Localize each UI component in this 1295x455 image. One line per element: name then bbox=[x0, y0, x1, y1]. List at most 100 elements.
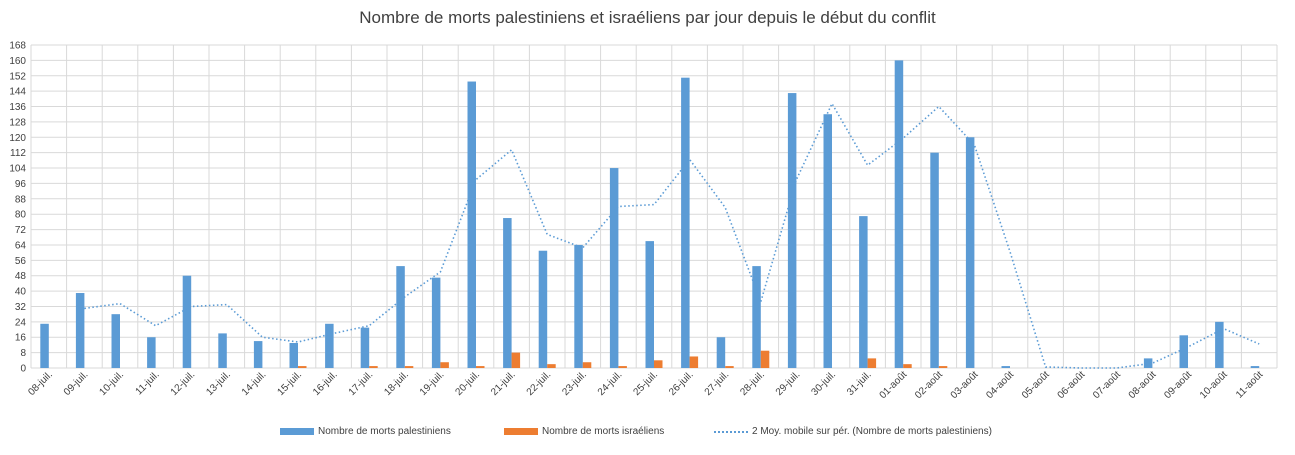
x-tick-label: 28-juil. bbox=[738, 369, 767, 398]
y-tick-label: 24 bbox=[15, 317, 27, 328]
bar-palestiniens bbox=[574, 244, 583, 368]
x-tick-label: 16-juil. bbox=[311, 369, 340, 398]
bar-palestiniens bbox=[182, 275, 192, 368]
bar-palestiniens bbox=[289, 343, 298, 368]
x-tick-label: 08-juil. bbox=[26, 369, 55, 398]
bar-israeliens bbox=[938, 366, 948, 368]
legend-swatch-moyenne-mobile bbox=[714, 430, 748, 433]
bar-israeliens bbox=[654, 360, 663, 368]
bar-palestiniens bbox=[716, 337, 726, 368]
bar-palestiniens bbox=[1250, 366, 1260, 368]
bar-palestiniens bbox=[823, 114, 832, 368]
bar-palestiniens bbox=[1179, 335, 1188, 368]
bar-palestiniens bbox=[147, 337, 156, 368]
bar-israeliens bbox=[725, 366, 734, 368]
x-tick-label: 09-août bbox=[1162, 369, 1194, 401]
x-tick-label: 08-août bbox=[1127, 369, 1159, 401]
bar-palestiniens bbox=[965, 137, 975, 368]
bar-palestiniens bbox=[787, 93, 797, 368]
x-tick-label: 24-juil. bbox=[596, 369, 625, 398]
bar-palestiniens bbox=[894, 60, 904, 368]
x-tick-label: 19-juil. bbox=[418, 369, 447, 398]
bar-palestiniens bbox=[645, 241, 654, 368]
x-tick-label: 17-juil. bbox=[347, 369, 376, 398]
x-tick-label: 21-juil. bbox=[489, 369, 518, 398]
bar-israeliens bbox=[298, 366, 307, 368]
x-tick-label: 10-août bbox=[1198, 369, 1230, 401]
x-tick-label: 15-juil. bbox=[276, 369, 305, 398]
x-tick-label: 11-août bbox=[1234, 369, 1265, 400]
x-tick-label: 01-août bbox=[878, 369, 910, 401]
y-tick-label: 144 bbox=[9, 87, 26, 98]
x-tick-label: 13-juil. bbox=[204, 369, 233, 398]
y-tick-label: 48 bbox=[15, 271, 27, 282]
x-tick-label: 23-juil. bbox=[560, 369, 589, 398]
y-tick-label: 56 bbox=[15, 256, 27, 267]
bar-israeliens bbox=[689, 356, 699, 368]
y-tick-label: 64 bbox=[15, 240, 27, 251]
x-tick-label: 09-juil. bbox=[62, 369, 91, 398]
bar-israeliens bbox=[404, 366, 414, 368]
y-tick-label: 152 bbox=[9, 71, 26, 82]
bar-palestiniens bbox=[111, 314, 120, 368]
y-tick-label: 80 bbox=[15, 210, 27, 221]
x-tick-label: 27-juil. bbox=[703, 369, 732, 398]
bar-israeliens bbox=[760, 350, 770, 368]
bar-israeliens bbox=[511, 352, 521, 368]
chart-legend: Nombre de morts palestiniens Nombre de m… bbox=[0, 426, 1295, 444]
legend-label-palestiniens: Nombre de morts palestiniens bbox=[318, 426, 451, 437]
chart-plot-area: 0 8 16 24 32 40 48 56 64 72 80 88 96 104 112 120 128 136 1… bbox=[9, 41, 1278, 401]
bar-palestiniens bbox=[253, 341, 263, 368]
bar-palestiniens bbox=[1215, 321, 1224, 368]
bar-palestiniens bbox=[930, 152, 939, 368]
bar-palestiniens bbox=[431, 277, 441, 368]
bar-palestiniens bbox=[503, 218, 512, 368]
legend-swatch-israeliens bbox=[504, 428, 538, 435]
legend-swatch-palestiniens bbox=[280, 428, 314, 435]
y-tick-label: 16 bbox=[15, 333, 27, 344]
moving-average-line bbox=[84, 101, 1260, 369]
x-tick-label: 07-août bbox=[1091, 369, 1123, 401]
x-tick-label: 31-juil. bbox=[845, 369, 874, 398]
y-tick-label: 168 bbox=[9, 41, 26, 52]
bar-palestiniens bbox=[396, 266, 405, 368]
bar-palestiniens bbox=[859, 216, 868, 368]
bar-palestiniens bbox=[467, 81, 476, 369]
x-tick-label: 12-juil. bbox=[169, 369, 198, 398]
x-tick-label: 11-juil. bbox=[134, 369, 162, 397]
y-tick-label: 8 bbox=[20, 348, 26, 359]
y-tick-label: 104 bbox=[9, 164, 26, 175]
chart-title: Nombre de morts palestiniens et israélie… bbox=[359, 8, 936, 27]
x-tick-label: 22-juil. bbox=[525, 369, 554, 398]
x-tick-label: 30-juil. bbox=[810, 369, 839, 398]
y-tick-label: 112 bbox=[10, 148, 26, 159]
bar-israeliens bbox=[903, 364, 912, 368]
bar-palestiniens bbox=[1001, 366, 1010, 368]
bar-israeliens bbox=[547, 364, 556, 368]
x-tick-label: 10-juil. bbox=[98, 369, 127, 398]
bar-israeliens bbox=[867, 358, 877, 368]
bar-palestiniens bbox=[752, 266, 761, 368]
y-tick-label: 120 bbox=[9, 133, 26, 144]
bar-israeliens bbox=[369, 366, 378, 368]
y-tick-label: 0 bbox=[20, 364, 26, 375]
bar-israeliens bbox=[618, 366, 627, 368]
x-tick-label: 20-juil. bbox=[454, 369, 483, 398]
bar-israeliens bbox=[440, 362, 449, 368]
x-tick-label: 04-août bbox=[984, 369, 1016, 401]
y-tick-label: 40 bbox=[15, 287, 27, 298]
bar-palestiniens bbox=[360, 327, 370, 368]
bar-palestiniens bbox=[325, 323, 334, 368]
legend-item-israeliens: Nombre de morts israéliens bbox=[504, 426, 664, 437]
x-tick-label: 06-août bbox=[1056, 369, 1088, 401]
x-tick-label: 26-juil. bbox=[667, 369, 696, 398]
legend-label-moyenne-mobile: 2 Moy. mobile sur pér. (Nombre de morts … bbox=[752, 426, 992, 437]
bar-palestiniens bbox=[538, 250, 548, 368]
y-tick-label: 32 bbox=[15, 302, 27, 313]
y-tick-label: 160 bbox=[9, 56, 26, 67]
bar-palestiniens bbox=[609, 168, 619, 368]
bar-palestiniens bbox=[75, 293, 85, 368]
legend-item-palestiniens: Nombre de morts palestiniens bbox=[280, 426, 451, 437]
x-tick-label: 05-août bbox=[1020, 369, 1052, 401]
